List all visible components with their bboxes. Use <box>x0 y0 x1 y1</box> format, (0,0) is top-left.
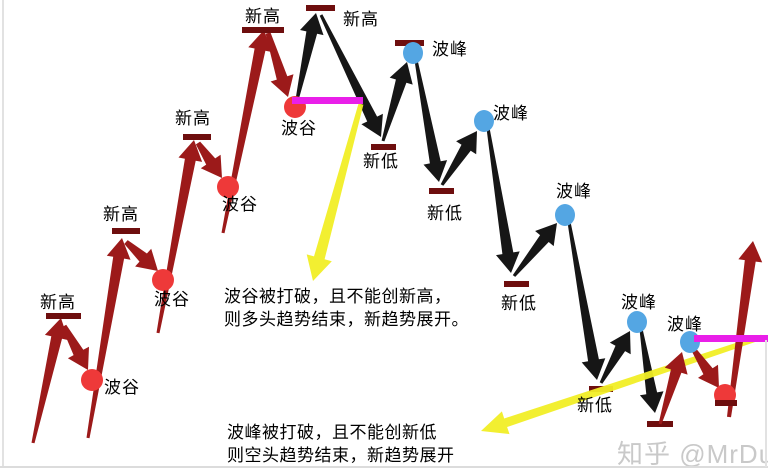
down-arrow <box>265 32 294 97</box>
up-arrow <box>295 13 324 101</box>
trough-label: 波谷 <box>154 290 190 309</box>
down-arrow <box>486 127 520 273</box>
peak-label: 波峰 <box>493 104 529 123</box>
down-arrow <box>319 14 383 137</box>
break-arrow <box>306 103 364 281</box>
trough-break-annotation: 波谷被打破，且不能创新高， 则多头趋势结束，新趋势展开。 <box>224 285 469 331</box>
up-arrow <box>727 241 763 418</box>
trough-dot <box>152 269 174 291</box>
annotation-line: 波峰被打破，且不能创新低 <box>227 423 437 442</box>
peak-dot <box>403 42 423 64</box>
up-arrow <box>86 238 131 439</box>
watermark: 知乎 @MrDu <box>617 439 768 469</box>
peak-label: 波峰 <box>667 315 703 334</box>
trough-label: 波谷 <box>222 195 258 214</box>
trough-label: 波谷 <box>281 119 317 138</box>
peak-dot <box>474 110 494 132</box>
new-high-label: 新高 <box>343 10 379 29</box>
up-arrow <box>31 318 69 444</box>
new-high-bar <box>242 27 284 33</box>
new-low-label: 新低 <box>577 396 613 415</box>
new-high-label: 新高 <box>245 7 281 26</box>
peak-label: 波峰 <box>556 182 592 201</box>
new-low-label: 新低 <box>501 294 537 313</box>
new-low-label: 新低 <box>427 204 463 223</box>
trough-bar <box>715 400 737 406</box>
bottom-frame-line <box>0 466 768 468</box>
new-high-label: 新高 <box>103 205 139 224</box>
break-arrow <box>481 334 763 435</box>
up-arrow <box>658 352 688 425</box>
new-high-bar <box>306 5 335 11</box>
annotation-line: 则多头趋势结束，新趋势展开。 <box>224 310 469 329</box>
trough-dot <box>81 369 103 391</box>
new-high-bar <box>112 228 140 234</box>
trough-dot <box>217 176 239 198</box>
peak-break-annotation: 波峰被打破，且不能创新低 则空头趋势结束，新趋势展开 <box>227 421 455 467</box>
peak-level-line <box>694 335 768 342</box>
down-arrow <box>61 324 89 370</box>
new-low-bar <box>371 144 396 150</box>
right-frame-line <box>765 340 767 467</box>
annotation-line: 则空头趋势结束，新趋势展开 <box>227 446 455 465</box>
new-high-bar <box>183 134 211 140</box>
annotation-line: 波谷被打破，且不能创新高， <box>224 287 452 306</box>
new-high-label: 新高 <box>40 293 76 312</box>
down-arrow <box>195 141 222 178</box>
new-high-bar <box>46 313 81 319</box>
trough-label: 波谷 <box>104 378 140 397</box>
peak-dot <box>555 204 575 226</box>
down-arrow <box>124 240 158 271</box>
peak-dot <box>627 311 647 333</box>
up-arrow <box>599 331 631 384</box>
left-frame-line <box>2 0 4 467</box>
down-arrow <box>414 59 448 183</box>
new-low-label: 新低 <box>363 152 399 171</box>
trough-level-line <box>292 97 363 104</box>
new-high-label: 新高 <box>175 109 211 128</box>
up-arrow <box>440 131 477 186</box>
peak-label: 波峰 <box>432 40 468 59</box>
down-arrow <box>567 221 606 380</box>
peak-label: 波峰 <box>621 293 657 312</box>
new-low-bar <box>429 188 454 194</box>
up-arrow <box>512 223 557 277</box>
down-arrow <box>691 348 719 388</box>
new-low-bar <box>504 281 529 287</box>
up-arrow <box>381 62 413 142</box>
